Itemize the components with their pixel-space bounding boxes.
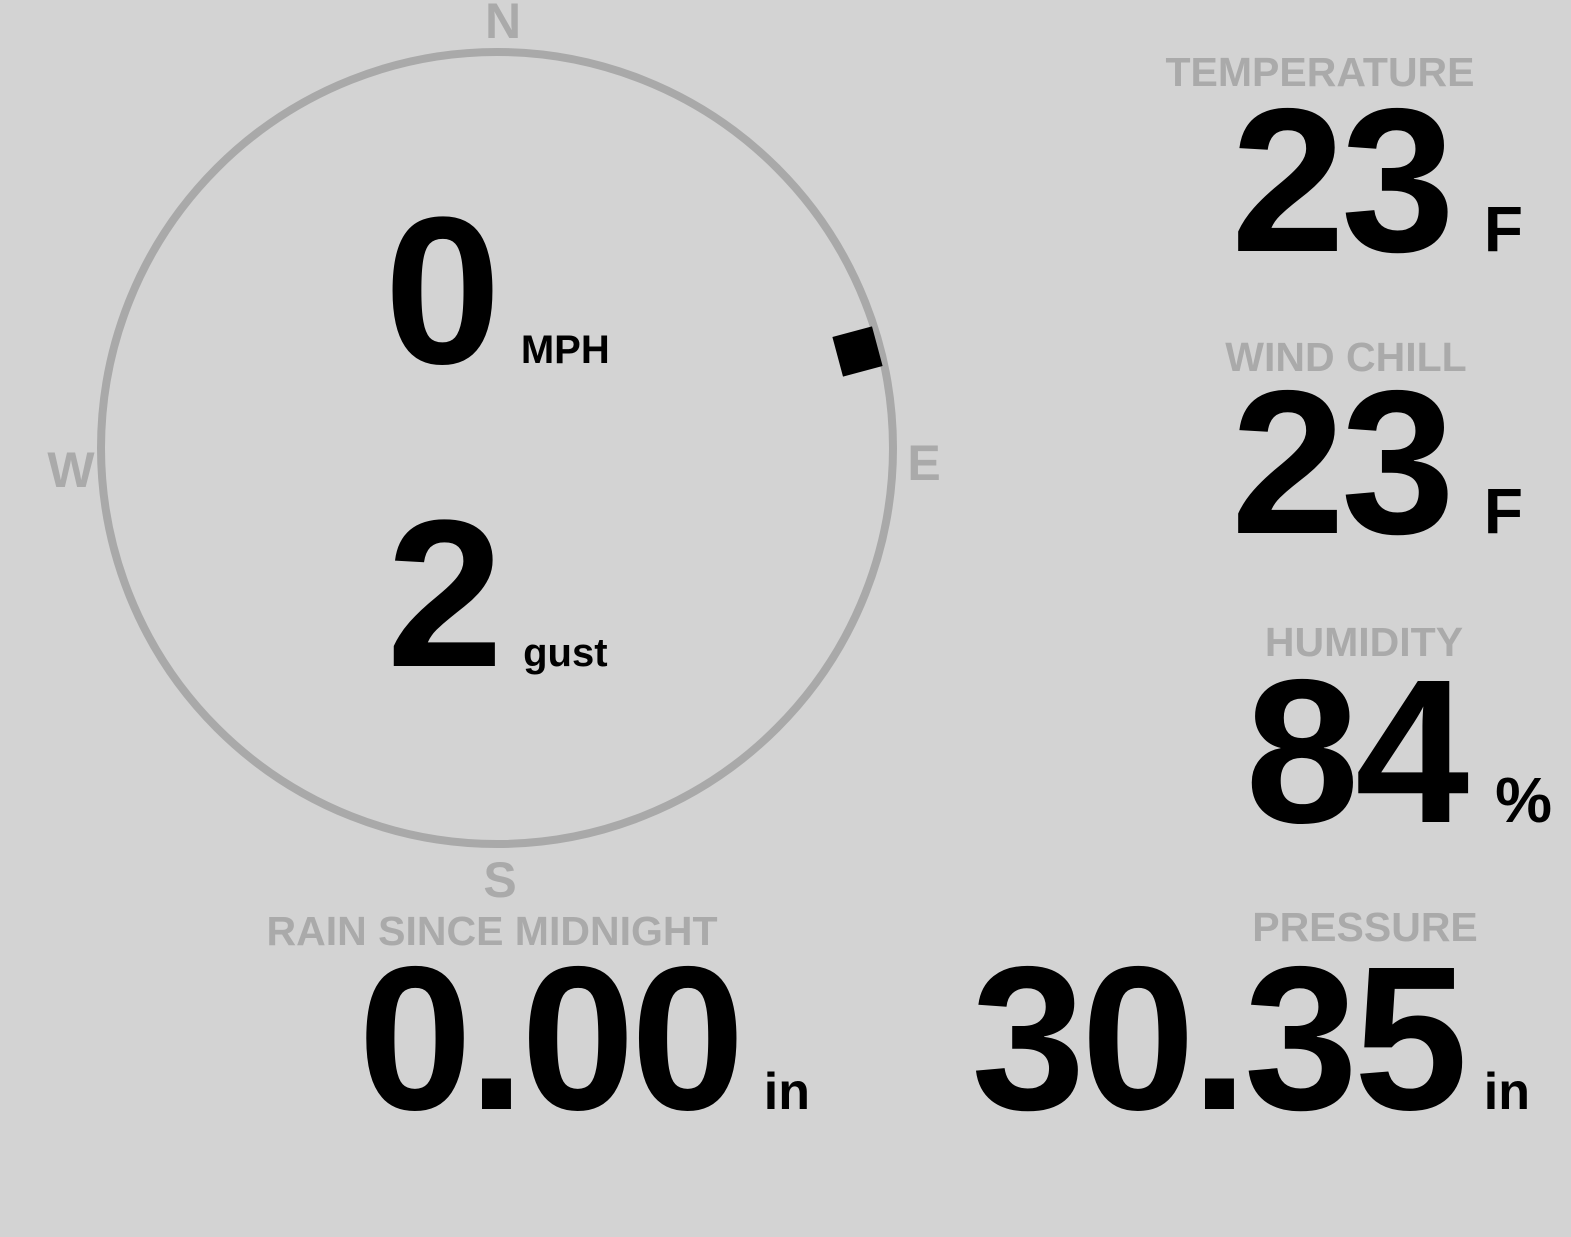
humidity-value-row: 84 % [1245,649,1552,854]
wind-speed: 0 MPH [97,186,897,396]
compass-label-east: E [907,435,941,491]
wind-gust: 2 gust [97,489,897,699]
wind-speed-value: 0 [384,173,501,408]
wind-chill-value: 23 [1231,348,1455,577]
wind-chill-unit: F [1483,475,1523,547]
pressure-unit: in [1483,1063,1530,1121]
wind-gust-unit: gust [523,631,608,675]
wind-chill-value-row: 23 F [1231,360,1523,565]
humidity-value: 84 [1245,637,1469,866]
compass-label-west: W [47,442,95,498]
temperature-value: 23 [1231,66,1455,295]
temperature-label: TEMPERATURE [1165,49,1475,95]
pressure-value-row: 30.35 in [971,936,1530,1141]
humidity-label: HUMIDITY [1264,619,1464,665]
humidity-unit: % [1495,764,1552,836]
pressure-value: 30.35 [971,924,1468,1153]
compass-label-north: N [484,0,522,49]
compass-ring [97,48,897,848]
wind-gust-value: 2 [386,476,503,711]
temperature-unit: F [1483,193,1523,265]
wind-speed-unit: MPH [520,328,610,372]
rain-unit: in [763,1063,810,1121]
compass-label-south: S [483,852,517,908]
temperature-value-row: 23 F [1231,78,1523,283]
rain-value-row: 0.00 in [358,936,810,1141]
rain-value: 0.00 [358,924,745,1153]
wind-chill-label: WIND CHILL [1225,334,1467,380]
pressure-label: PRESSURE [1252,904,1478,950]
rain-since-midnight-label: RAIN SINCE MIDNIGHT [266,908,718,954]
